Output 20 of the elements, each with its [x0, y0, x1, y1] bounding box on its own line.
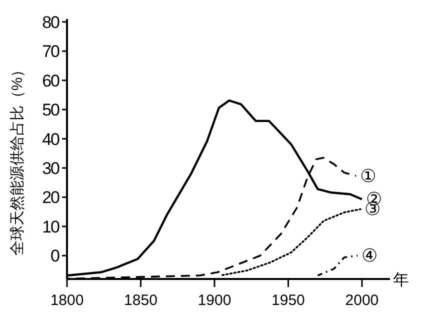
y-tick-label: 10	[42, 217, 60, 236]
x-tick-label: 1850	[124, 292, 158, 309]
y-tick-label: 20	[42, 188, 60, 208]
y-axis-title: 全球天然能源供给占比（%）	[9, 62, 26, 256]
y-tick-label: 0	[50, 246, 60, 266]
y-tick-label: 50	[42, 100, 60, 120]
y-tick-label: 40	[42, 130, 60, 149]
y-tick-label: 60	[42, 71, 60, 90]
line-series	[316, 254, 358, 276]
x-tick-label: 1800	[50, 292, 84, 309]
y-tick-label: 30	[42, 158, 60, 178]
series-label: ①	[360, 166, 376, 187]
line-series	[219, 208, 362, 276]
series-label: ④	[362, 246, 378, 267]
y-tick-label: 70	[42, 42, 60, 62]
x-tick-label: 1900	[198, 292, 232, 309]
x-axis-title: 年	[393, 272, 409, 289]
y-tick-label: 80	[42, 12, 60, 32]
x-tick-label: 1950	[272, 292, 305, 309]
x-tick-label: 2000	[345, 292, 379, 309]
